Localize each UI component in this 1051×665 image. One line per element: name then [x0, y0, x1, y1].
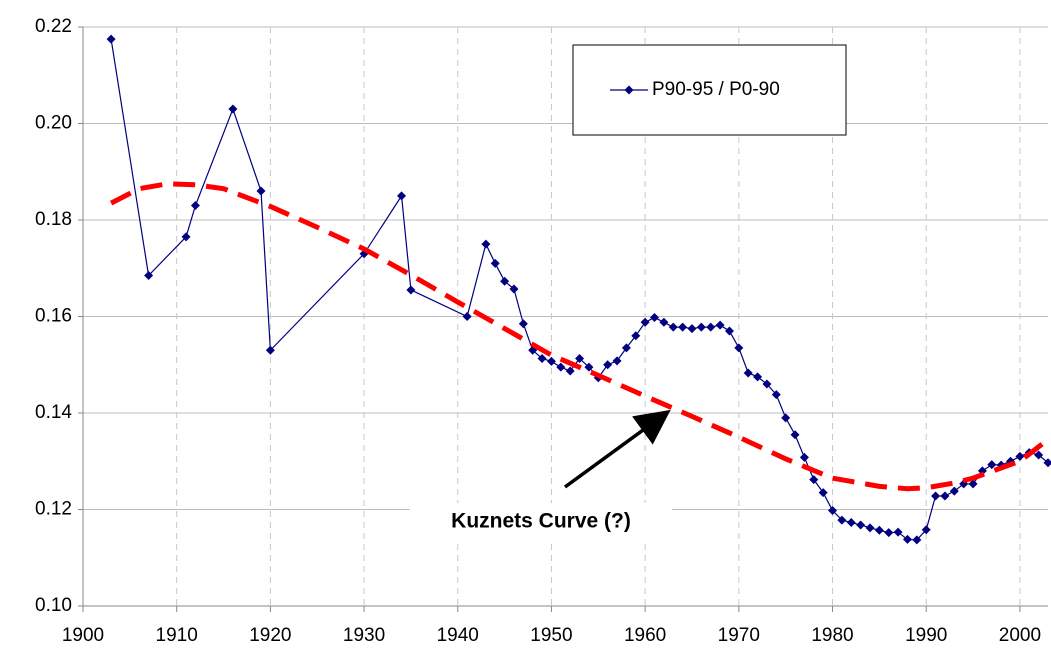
x-tick-label: 1900: [62, 625, 104, 646]
point: [669, 323, 678, 332]
x-tick-label: 1930: [343, 625, 385, 646]
point: [678, 323, 687, 332]
point: [716, 321, 725, 330]
point: [809, 475, 818, 484]
point: [481, 240, 490, 249]
point: [697, 323, 706, 332]
y-tick-label: 0.18: [35, 209, 72, 230]
point: [547, 357, 556, 366]
point: [800, 453, 809, 462]
point: [491, 259, 500, 268]
y-tick-label: 0.22: [35, 16, 72, 37]
point: [566, 367, 575, 376]
point: [107, 35, 116, 44]
point: [744, 368, 753, 377]
point: [556, 363, 565, 372]
point: [791, 430, 800, 439]
point: [613, 356, 622, 365]
point: [856, 520, 865, 529]
annotation-arrow: [565, 414, 665, 487]
y-tick-label: 0.20: [35, 113, 72, 134]
y-tick-label: 0.14: [35, 402, 72, 423]
point: [463, 312, 472, 321]
point: [659, 318, 668, 327]
point: [397, 191, 406, 200]
point: [603, 360, 612, 369]
point: [650, 313, 659, 322]
x-tick-label: 1990: [905, 625, 947, 646]
y-tick-label: 0.16: [35, 306, 72, 327]
point: [1015, 452, 1024, 461]
x-tick-label: 2000: [999, 625, 1041, 646]
point: [406, 285, 415, 294]
x-tick-label: 1950: [530, 625, 572, 646]
x-tick-label: 1920: [249, 625, 291, 646]
point: [940, 491, 949, 500]
point: [706, 323, 715, 332]
annotation: Kuznets Curve (?): [451, 510, 631, 533]
point: [641, 318, 650, 327]
y-tick-label: 0.10: [35, 595, 72, 616]
y-tick-label: 0.12: [35, 499, 72, 520]
point: [257, 187, 266, 196]
point: [875, 526, 884, 535]
point: [819, 488, 828, 497]
point: [191, 201, 200, 210]
x-tick-label: 1980: [811, 625, 853, 646]
trend-line: [111, 184, 1048, 489]
point: [847, 518, 856, 527]
point: [781, 413, 790, 422]
point: [734, 343, 743, 352]
x-tick-label: 1940: [437, 625, 479, 646]
point: [228, 105, 237, 114]
point: [725, 326, 734, 335]
point: [687, 324, 696, 333]
point: [865, 523, 874, 532]
x-tick-label: 1970: [718, 625, 760, 646]
point: [519, 319, 528, 328]
legend-label: P90-95 / P0-90: [652, 79, 780, 100]
x-tick-label: 1960: [624, 625, 666, 646]
point: [931, 491, 940, 500]
point: [884, 528, 893, 537]
x-tick-label: 1910: [156, 625, 198, 646]
